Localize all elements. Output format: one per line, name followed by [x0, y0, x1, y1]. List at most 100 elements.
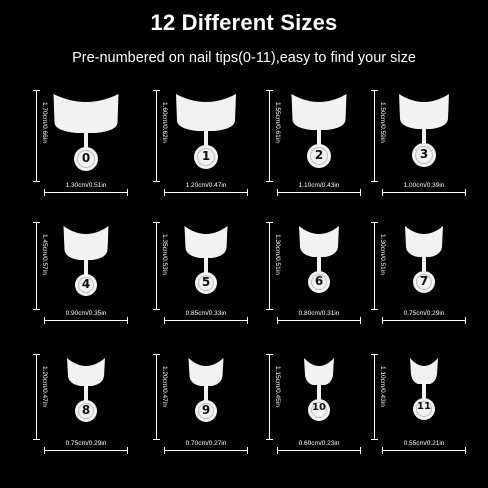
number-ring-inner — [311, 402, 327, 418]
width-label: 1.00cm/0.39in — [403, 182, 445, 189]
width-label: 1.20cm/0.47in — [185, 182, 227, 189]
number-ring-inner — [310, 147, 328, 165]
nail-tip-shape — [176, 94, 236, 169]
number-ring-inner — [416, 401, 432, 417]
number-ring-inner — [198, 403, 214, 419]
number-ring-inner — [416, 274, 432, 290]
nail-tip-3: 1.50cm/0.59in 3 1.00cm/0.39in — [368, 84, 482, 216]
nail-tip-head — [291, 94, 347, 130]
nail-tip-head — [405, 226, 443, 257]
nail-tip-stem — [422, 127, 426, 144]
nail-tip-6: 1.30cm/0.51in 6 0.80cm/0.31in — [263, 216, 377, 348]
nail-tip-shape — [304, 358, 334, 421]
nail-tip-shape — [410, 358, 438, 420]
nail-tip-head — [67, 358, 105, 386]
width-label: 1.30cm/0.51in — [65, 182, 107, 189]
nail-tip-shape — [299, 226, 339, 293]
nail-tip-head — [53, 94, 119, 133]
nail-tip-11: 1.10cm/0.43in 11 0.55cm/0.21in — [368, 348, 482, 480]
nail-tip-stem — [317, 255, 321, 272]
nail-tip-10: 1.15cm/0.45in 10 0.60cm/0.23in — [263, 348, 377, 480]
width-label: 0.85cm/0.33in — [185, 310, 227, 317]
number-ring-inner — [197, 148, 215, 166]
nail-tip-shape — [63, 226, 109, 296]
width-dimension-line — [382, 317, 466, 324]
width-dimension-line — [382, 189, 466, 196]
nail-tip-shape — [291, 94, 347, 168]
length-dimension-line — [266, 222, 273, 310]
number-ring-inner — [198, 275, 214, 291]
nail-tip-head — [63, 226, 109, 260]
length-dimension-line — [371, 90, 378, 182]
tip-number: 2 — [314, 148, 324, 162]
length-dimension-line — [153, 90, 160, 182]
nail-tip-stem — [422, 255, 426, 272]
tip-number: 4 — [81, 277, 91, 291]
nail-tip-stem — [204, 384, 208, 401]
length-dimension-line — [153, 222, 160, 310]
nail-tip-shape — [188, 358, 224, 422]
width-dimension-line — [277, 189, 361, 196]
nail-tip-stem — [422, 382, 426, 399]
nail-tip-9: 1.20cm/0.47in 9 0.70cm/0.27in — [150, 348, 264, 480]
width-label: 0.55cm/0.21in — [403, 440, 445, 447]
length-dimension-line — [33, 354, 40, 440]
nail-tip-shape — [184, 226, 228, 294]
nail-tip-shape — [67, 358, 105, 422]
nail-tip-5: 1.35cm/0.53in 5 0.85cm/0.33in — [150, 216, 264, 348]
width-label: 0.75cm/0.29in — [65, 440, 107, 447]
nail-tip-8: 1.20cm/0.47in 8 0.75cm/0.29in — [30, 348, 144, 480]
width-dimension-line — [277, 447, 361, 454]
nail-tip-head — [399, 94, 449, 129]
length-dimension-line — [266, 90, 273, 182]
size-grid: 1.70cm/0.66in 0 1.30cm/0.51in 1.60cm/0.62in… — [30, 84, 488, 484]
length-dimension-line — [266, 354, 273, 440]
nail-tip-head — [304, 358, 334, 385]
length-dimension-line — [371, 354, 378, 440]
width-dimension-line — [382, 447, 466, 454]
nail-tip-1: 1.60cm/0.62in 1 1.20cm/0.47in — [150, 84, 264, 216]
width-label: 1.10cm/0.43in — [298, 182, 340, 189]
nail-tip-head — [176, 94, 236, 131]
width-label: 0.70cm/0.27in — [185, 440, 227, 447]
number-ring-inner — [311, 274, 327, 290]
nail-tip-head — [410, 358, 438, 384]
length-dimension-line — [371, 222, 378, 310]
width-label: 0.90cm/0.35in — [65, 310, 107, 317]
nail-tip-4: 1.45cm/0.57in 4 0.90cm/0.35in — [30, 216, 144, 348]
width-dimension-line — [164, 447, 248, 454]
nail-tip-shape — [53, 94, 119, 171]
tip-number: 11 — [417, 401, 431, 412]
tip-number: 6 — [314, 274, 324, 288]
tip-number: 9 — [201, 403, 211, 417]
nail-tip-stem — [84, 131, 88, 148]
nail-tip-head — [184, 226, 228, 258]
tip-number: 0 — [81, 151, 91, 165]
tip-number: 8 — [81, 403, 91, 417]
width-dimension-line — [44, 317, 128, 324]
width-dimension-line — [44, 447, 128, 454]
width-dimension-line — [164, 189, 248, 196]
nail-tip-stem — [317, 128, 321, 145]
width-label: 0.60cm/0.23in — [298, 440, 340, 447]
tip-number: 7 — [419, 274, 429, 288]
tip-number: 10 — [312, 402, 326, 413]
length-dimension-line — [153, 354, 160, 440]
number-ring-inner — [77, 150, 95, 168]
width-dimension-line — [277, 317, 361, 324]
length-dimension-line — [33, 90, 40, 182]
nail-tip-head — [188, 358, 224, 386]
nail-tip-stem — [84, 384, 88, 401]
tip-number: 1 — [201, 149, 211, 163]
nail-tip-0: 1.70cm/0.66in 0 1.30cm/0.51in — [30, 84, 144, 216]
nail-tip-shape — [405, 226, 443, 293]
tip-number: 5 — [201, 275, 211, 289]
nail-tip-stem — [204, 129, 208, 146]
nail-tip-head — [299, 226, 339, 257]
page-title: 12 Different Sizes — [150, 10, 338, 35]
page-subtitle: Pre-numbered on nail tips(0-11),easy to … — [72, 50, 416, 66]
tip-number: 3 — [419, 147, 429, 161]
width-label: 0.75cm/0.29in — [403, 310, 445, 317]
nail-tip-2: 1.55cm/0.61in 2 1.10cm/0.43in — [263, 84, 377, 216]
nail-tip-stem — [204, 256, 208, 273]
